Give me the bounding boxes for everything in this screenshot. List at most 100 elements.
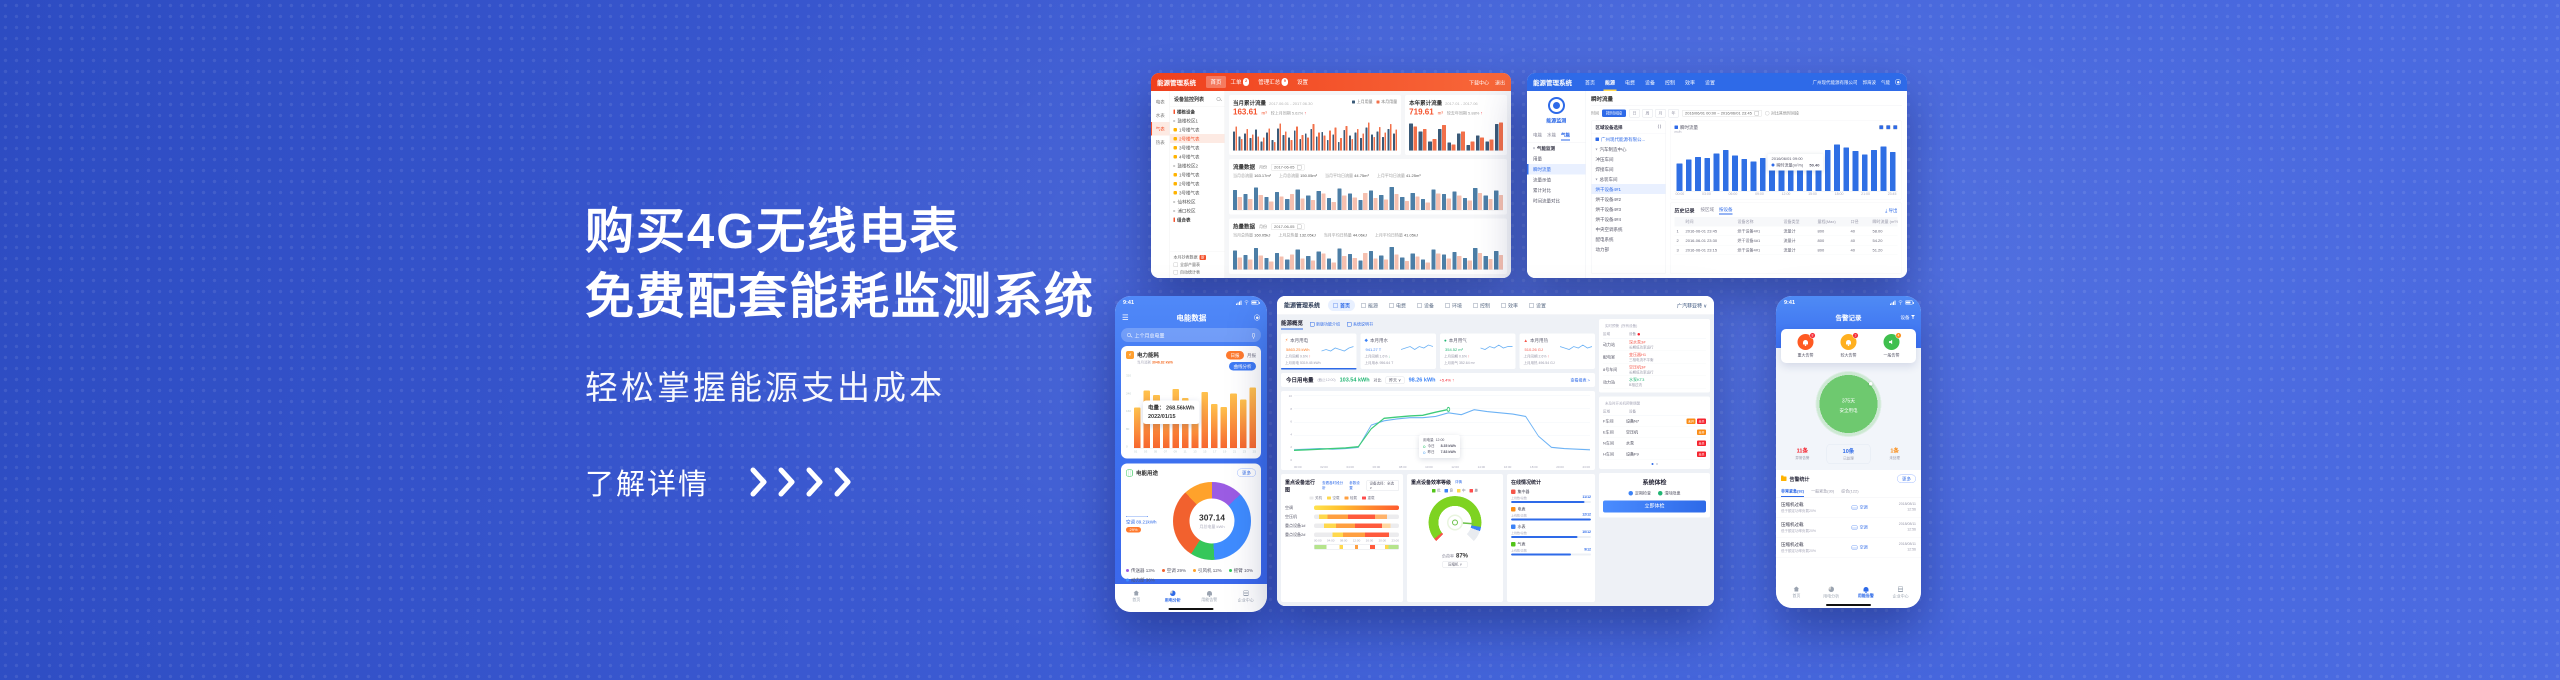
table-row[interactable]: 3 2016-06-01 23:15 烘干设备4#1 流量计 800 40 51.20 [1674,246,1898,255]
flow-nav-item[interactable]: 工单 2 [1230,78,1250,86]
tab-home[interactable]: 首页 [1779,586,1814,599]
air-nav-item[interactable]: 效率 [1685,80,1696,86]
device-tree-item[interactable]: 汽车制造中心 [1592,144,1666,154]
learn-more-link[interactable]: 了解详情 [585,461,1095,503]
daily-report-tab[interactable]: 日报 [1225,351,1244,360]
air-nav-item[interactable]: 能源 [1600,73,1620,91]
main-nav-item[interactable]: 控制 [1468,300,1495,312]
main-nav-item[interactable]: 效率 [1496,300,1523,312]
period-button[interactable]: 周 [1642,109,1653,118]
flow-header-link[interactable]: 退出 [1495,80,1505,86]
air-nav-item[interactable]: 设备 [1645,80,1656,86]
warning-row[interactable]: 8号车间 空压机3# 长期低功率运行 [1603,364,1706,376]
more-button[interactable]: 更多 [1896,474,1916,483]
compare-checkbox[interactable]: 对比其他时间段 [1765,111,1799,117]
air-nav-item[interactable]: 设置 [1705,80,1716,86]
device-tree-item[interactable]: 烘干设备4#3 [1595,206,1622,212]
device-tree-item[interactable]: 烘干设备4#4 [1595,216,1622,222]
flow-tree-item[interactable]: 3号楼气表 [1170,188,1225,197]
period-analysis-link[interactable]: 查看各时段分析 [1322,481,1344,491]
device-tree-item[interactable]: 配电系统 [1595,236,1614,242]
warning-row[interactable]: 配电室 变压器H1 三相电流不平衡 [1603,351,1706,364]
warning-row[interactable]: 动力站 深水泵3# 长期低功率运行 [1603,339,1706,351]
tab-alert[interactable]: 用能告警 [1849,586,1884,599]
energy-type-tab[interactable]: 气能 [1561,130,1571,141]
reminder-row[interactable]: H车间 设备F9 未关 [1603,449,1706,460]
flow-tree-item[interactable]: 鼓楼校区2 [1170,161,1225,170]
curve-analysis-button[interactable]: 曲线分析 [1228,362,1256,371]
period-button[interactable]: 日 [1629,109,1640,118]
flow-rail-item[interactable]: 电表 [1155,99,1165,105]
pagination-dots[interactable] [1603,463,1706,465]
flow-tree-item[interactable]: 2号楼气表 [1170,134,1225,143]
air-menu-item[interactable]: 用量 [1533,156,1543,162]
main-nav-item[interactable]: 首页 [1328,299,1356,311]
tab-analysis[interactable]: 用电分析 [1155,590,1192,603]
electricity-card[interactable]: ⚡ 本月用电 5863.25kWh 上月同期 9.6% ↑ 上月用电 5319.4… [1281,333,1357,370]
tab-home[interactable]: 首页 [1118,590,1155,603]
reminder-row[interactable]: E车间 空压机 未开 [1603,427,1706,438]
more-button[interactable]: 更多 [1236,468,1256,477]
energy-type-tab[interactable]: 电能 [1533,132,1543,138]
detail-link[interactable]: 详情 [1455,480,1462,484]
account-selector[interactable]: 广汽菲亚特 ∨ [1676,303,1707,310]
download-icon[interactable] [1893,125,1898,130]
main-nav-item[interactable]: 设置 [1524,300,1551,312]
flow-tree-item[interactable]: 组合表 [1170,215,1225,224]
air-menu-item[interactable]: 气能监测 [1527,143,1586,154]
reminder-row[interactable]: N车间 水泵 未关 [1603,438,1706,449]
flow-tree-item[interactable]: 1号楼气表 [1170,170,1225,179]
machine-select[interactable]: 压缩机 ∨ [1442,561,1468,568]
main-nav-item[interactable]: 电费 [1384,300,1411,312]
heat-card[interactable]: ▲ 本月用热 510.26GJ 上月同期 2.6% ↑ 上月用热 496.54 G… [1519,333,1595,369]
main-nav-item[interactable]: 能源 [1356,300,1383,312]
device-tree-item[interactable]: 中央空调系统 [1595,226,1623,232]
handled-stat[interactable]: 10条 已处理 [1826,444,1871,464]
flow-rail-item[interactable]: 水表 [1155,113,1165,118]
company-name[interactable]: 广州现代能源有限公司 [1812,79,1858,85]
warning-row[interactable]: 动力站 水泵KT3 B相过流 [1603,376,1706,389]
search-bar[interactable]: 上个月总电量 [1121,328,1261,342]
flow-tree-item[interactable]: 鼓楼校区1 [1170,116,1225,125]
flow-tree-item[interactable]: 楼栋设备 [1170,107,1225,116]
moderate-alarm[interactable]: 3 较大告警 [1840,332,1859,358]
gear-icon[interactable] [1254,314,1260,321]
table-row[interactable]: 2 2016-06-01 23:30 烘干设备4#1 流量计 800 40 54.20 [1674,236,1898,246]
air-menu-item[interactable]: 流量示值 [1533,177,1552,183]
general-alarm[interactable]: 4 一般告警 [1883,332,1902,358]
air-menu-item[interactable]: 瞬时流量 [1527,164,1586,175]
flow-footer-checkbox[interactable]: 自动统计表 [1174,270,1222,276]
check-now-button[interactable]: 立即体检 [1603,500,1706,513]
history-tab[interactable]: 按区域 [1700,207,1715,212]
main-nav-item[interactable]: 环境 [1440,300,1467,312]
flow-rail-item[interactable]: 气表 [1151,122,1170,136]
air-nav-item[interactable]: 首页 [1585,80,1596,86]
device-tree-item[interactable]: 广州现代能源有限公... [1592,134,1666,144]
alarm-list-item[interactable]: 压缩机过载 低于额定功率负载20% 空调 2018/08/11 12:56 [1776,498,1921,518]
by-period-button[interactable]: 按时间段 [1602,109,1626,117]
time-range-scrollbar[interactable] [1314,544,1399,550]
tab-enterprise[interactable]: 企业中心 [1883,586,1918,599]
flow-rail-item[interactable]: 热表 [1155,140,1165,145]
flow-header-link[interactable]: 下载中心 [1469,80,1489,86]
collapse-icon[interactable]: ⟨⟩ [1657,124,1662,129]
main-nav-item[interactable]: 设备 [1412,300,1439,312]
device-tree-item[interactable]: 烘干设备4#2 [1595,196,1622,202]
flow-tree-item[interactable]: 仙林校区 [1170,197,1225,206]
date-picker[interactable]: 2017-06-05 [1271,223,1305,230]
alarm-list-item[interactable]: 压缩机过载 低于额定功率负载20% 空调 2018/08/11 12:56 [1776,518,1921,538]
flow-nav-item[interactable]: 管理汇总 9 [1258,78,1288,86]
monthly-report-tab[interactable]: 月报 [1246,353,1256,358]
air-nav-item[interactable]: 控制 [1665,80,1676,86]
air-menu-item[interactable]: 时间流量对比 [1533,198,1561,204]
user-name[interactable]: 郭海波 [1862,79,1876,85]
tab-alert[interactable]: 用能告警 [1191,590,1228,603]
gear-icon[interactable] [1895,79,1901,85]
air-nav-item[interactable]: 电费 [1625,80,1636,86]
air-menu-item[interactable]: 累计对比 [1533,188,1552,193]
reminder-row[interactable]: F车间 设备N7 未开 未关 [1603,416,1706,427]
device-select[interactable]: 设备选择：全选 ∨ [1366,480,1399,491]
bar-view-icon[interactable] [1886,125,1891,130]
flow-tree-item[interactable]: 2号楼气表 [1170,179,1225,188]
date-range-picker[interactable]: 2016/06/01 00:00 ~ 2016/06/01 23:45 [1682,110,1762,117]
